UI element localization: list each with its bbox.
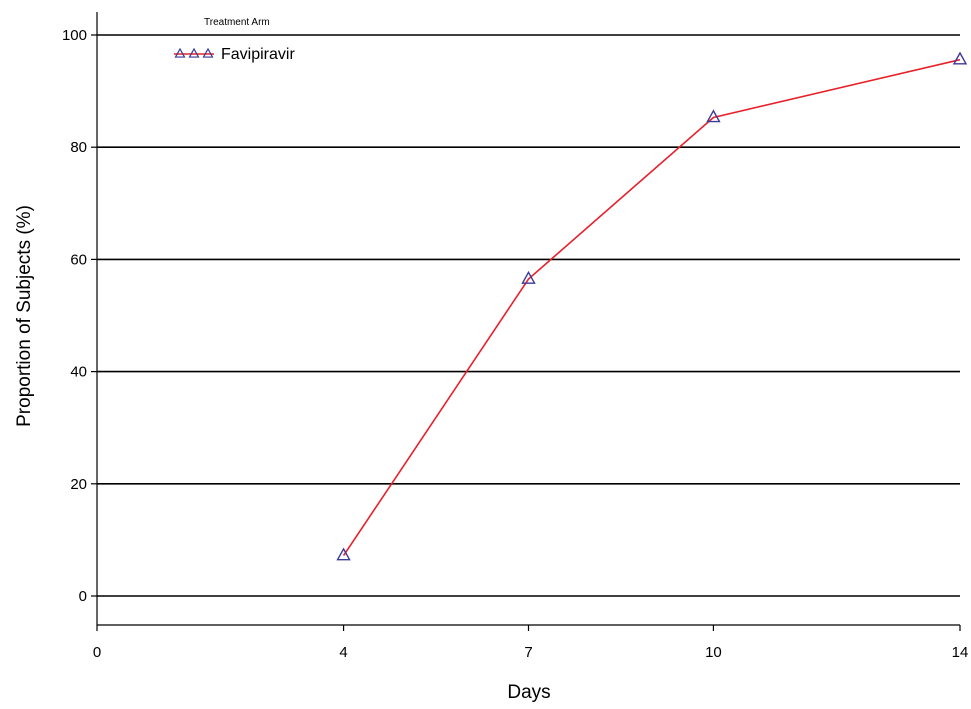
data-point-7: [521, 270, 536, 284]
x-tick-label-14: 14: [952, 644, 969, 661]
legend-swatch-marker-2: [202, 47, 214, 58]
data-point-10: [706, 109, 721, 123]
legend: Treatment Arm Favipiravir: [174, 17, 295, 63]
x-axis-ticks: 0 4 7 10 14: [93, 625, 969, 661]
data-point-14: [952, 51, 968, 65]
legend-title: Treatment Arm: [204, 17, 270, 28]
y-tick-label-60: 60: [70, 251, 87, 268]
y-tick-label-40: 40: [70, 364, 87, 381]
x-axis-title: Days: [507, 682, 550, 703]
x-tick-label-4: 4: [339, 644, 347, 661]
legend-swatch: [174, 47, 214, 58]
data-point-4: [336, 547, 351, 561]
legend-swatch-marker-0: [174, 47, 186, 58]
y-tick-label-80: 80: [70, 139, 87, 156]
x-tick-label-7: 7: [524, 644, 532, 661]
legend-swatch-marker-1: [188, 47, 200, 58]
axes: [96, 12, 960, 626]
y-axis-ticks: 0 20 40 60 80 100: [62, 27, 97, 605]
y-tick-label-100: 100: [62, 27, 87, 44]
x-tick-label-0: 0: [93, 644, 101, 661]
grid-lines: [97, 34, 960, 597]
series-line-0: [342, 58, 961, 557]
legend-label-favipiravir: Favipiravir: [221, 46, 295, 63]
y-axis-title: Proportion of Subjects (%): [14, 205, 35, 427]
series-layer: [336, 51, 968, 561]
x-tick-label-10: 10: [705, 644, 722, 661]
y-tick-label-20: 20: [70, 476, 87, 493]
y-tick-label-0: 0: [79, 588, 87, 605]
